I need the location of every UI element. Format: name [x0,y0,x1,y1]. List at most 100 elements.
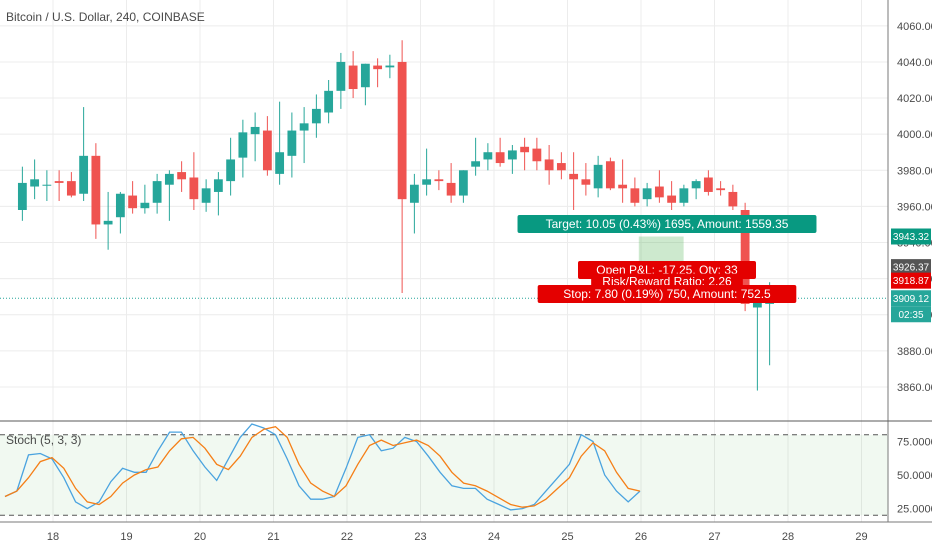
candle-body [581,179,591,185]
candle [128,181,138,214]
stoch-y-tick-label: 50.0000 [897,470,932,482]
x-tick-label: 21 [267,531,279,543]
candle [495,137,505,167]
candle [299,107,309,164]
candle [360,63,370,106]
candle [446,163,456,203]
stoch-d-line [4,425,641,508]
candle-body [311,108,321,124]
candle-body [213,179,223,192]
candle-body [691,181,701,189]
candle-body [373,65,383,70]
candle-body [740,210,750,304]
candle-body [397,61,407,200]
candle-body [336,61,346,91]
x-tick-label: 23 [414,531,426,543]
candle [262,116,272,176]
candle [54,170,64,201]
candle-body [385,65,395,68]
candle [544,145,554,185]
x-tick-label: 19 [120,531,132,543]
candle-body [642,188,652,200]
candle [397,40,407,294]
candle-body [556,163,566,171]
candle-body [54,181,64,183]
x-tick-label: 26 [635,531,647,543]
entry-price-tag-text: 3918.87 [893,276,930,287]
x-tick-label: 18 [47,531,59,543]
candle [409,173,419,234]
y-tick-label: 4060.00 [897,21,932,33]
stop-price-tag: 3909.12 [891,290,931,307]
candle-body [30,179,40,187]
stop-label: Stop: 7.80 (0.19%) 750, Amount: 752.5 [537,285,797,303]
stoch-band-fill [0,434,888,516]
candle-body [471,161,481,167]
grid-lines [0,0,888,522]
target-price-tag: 3943.32 [891,228,931,245]
candle [226,137,236,196]
candle-body [177,172,187,180]
candle [716,181,726,196]
candle [667,181,677,210]
target-label: Target: 10.05 (0.43%) 1695, Amount: 1559… [517,215,817,233]
candle [532,137,542,171]
candle [275,101,285,185]
stop-label-bg [537,285,797,303]
candle-body [618,184,628,189]
candle [618,159,628,203]
candle-body [201,188,211,203]
candle [691,179,701,200]
candle [189,152,199,210]
candles [17,40,775,391]
target-label-text: Target: 10.05 (0.43%) 1695, Amount: 1559… [546,217,789,231]
candle-body [79,155,89,194]
candle-body [238,132,248,158]
candle-body [275,152,285,174]
candle-body [507,150,517,160]
candle-body [348,65,358,90]
current-price-tag-bg [891,259,931,276]
candle-body [103,220,113,225]
candle [115,191,125,234]
chart-title: Bitcoin / U.S. Dollar, 240, COINBASE [6,10,205,24]
candle-body [593,164,603,189]
candle [17,166,27,221]
position-labels: Target: 10.05 (0.43%) 1695, Amount: 1559… [517,215,931,323]
candle [324,80,334,124]
entry-price-tag: 3918.87 [891,272,931,289]
candle-body [226,159,236,182]
candle [42,170,52,201]
candle [152,173,162,214]
y-tick-label: 3860.00 [897,382,932,394]
candle-body [152,181,162,203]
x-tick-label: 22 [341,531,353,543]
candle-body [140,202,150,209]
candle-body [299,123,309,131]
stop-price-tag-text: 3909.12 [893,294,930,305]
y-tick-label: 4000.00 [897,129,932,141]
candle [679,184,689,207]
y-tick-label: 3880.00 [897,346,932,358]
candle [30,159,40,200]
x-tick-label: 27 [708,531,720,543]
y-tick-label: 4020.00 [897,93,932,105]
x-tick-label: 24 [488,531,500,543]
target-price-tag-bg [891,228,931,245]
candle-body [66,181,76,196]
candle-body [115,193,125,218]
candle [593,155,603,198]
candle [642,182,652,207]
candle [581,163,591,196]
candle [213,172,223,216]
candle-body [262,130,272,171]
candle [458,170,468,203]
candle-body [458,170,468,196]
candle [66,172,76,198]
x-tick-label: 25 [561,531,573,543]
candle [91,143,101,239]
candle [520,137,530,171]
candle [250,112,260,162]
candle [752,289,762,391]
